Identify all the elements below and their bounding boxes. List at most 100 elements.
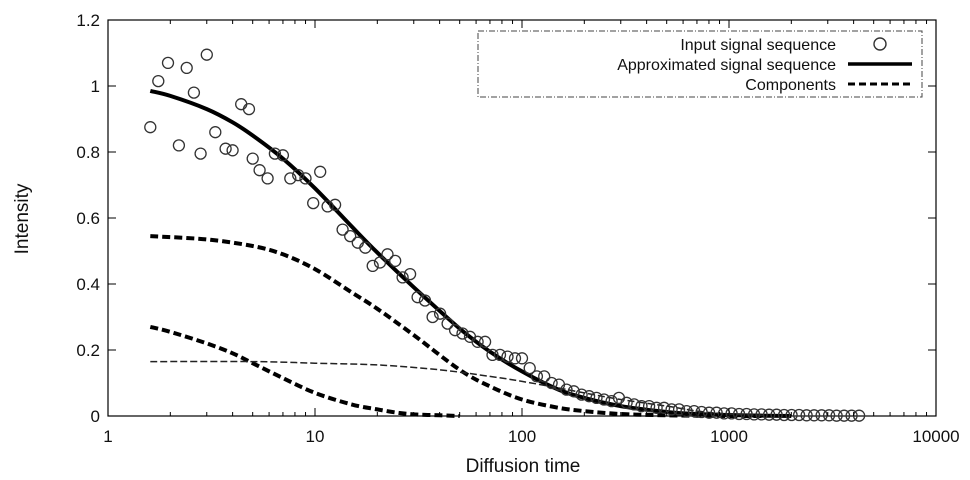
data-point-input (359, 241, 372, 254)
x-tick-label: 10 (306, 427, 325, 446)
data-point-input (695, 405, 708, 419)
data-point-input (665, 403, 678, 416)
data-point-input (187, 86, 201, 99)
y-tick-label: 0 (91, 407, 100, 426)
data-point-input (680, 404, 693, 418)
data-point-input (530, 370, 544, 383)
data-point-input (366, 259, 379, 273)
data-point-input (523, 361, 536, 375)
data-point-input (650, 401, 663, 414)
data-point-input (762, 408, 776, 421)
data-point-input (253, 164, 266, 177)
data-point-input (235, 98, 248, 111)
data-point-input (612, 391, 626, 405)
data-point-input (687, 404, 701, 418)
legend-label-approximated: Approximated signal sequence (617, 57, 836, 74)
component-line-thin (150, 360, 766, 417)
data-point-input (732, 407, 746, 421)
data-point-input (307, 196, 320, 210)
data-point-input (620, 396, 633, 409)
data-point-input (770, 408, 783, 421)
data-point-input (815, 409, 828, 422)
data-point-input (373, 256, 387, 269)
data-point-input (336, 223, 349, 236)
x-axis-label: Diffusion time (466, 456, 581, 477)
data-point-input (501, 350, 514, 363)
data-point-input (672, 403, 686, 416)
x-tick-label: 1000 (710, 427, 748, 446)
data-point-input (627, 398, 641, 411)
data-point-input (777, 408, 791, 422)
data-point-input (403, 267, 417, 281)
data-point-input (478, 335, 492, 348)
data-point-input (180, 61, 193, 75)
data-point-input (538, 370, 551, 383)
data-point-input (448, 324, 462, 337)
y-tick-label: 0.2 (76, 341, 100, 360)
data-point-input (508, 352, 522, 365)
data-point-input (292, 168, 305, 182)
data-point-input (441, 317, 454, 330)
data-point-input (493, 348, 507, 362)
data-point-input (161, 56, 175, 70)
data-point-input (657, 401, 671, 414)
data-point-input (246, 152, 259, 165)
y-tick-label: 1.2 (76, 11, 100, 30)
data-point-input (837, 409, 851, 422)
data-point-input (344, 229, 357, 243)
data-point-input (717, 407, 731, 420)
data-point-input (152, 74, 165, 88)
data-point-input (486, 348, 499, 362)
data-point-input (845, 409, 858, 422)
data-point-input (567, 385, 580, 398)
data-point-input (747, 408, 761, 421)
data-point-input (396, 271, 409, 284)
data-point-input (351, 236, 364, 249)
data-point-input (226, 144, 239, 157)
data-point-input (200, 48, 213, 61)
data-point-input (144, 121, 157, 134)
data-point-input (389, 254, 402, 268)
data-point-input (328, 198, 342, 211)
data-point-input (725, 407, 738, 420)
data-point-input (605, 394, 618, 408)
data-point-input (242, 102, 256, 116)
data-point-input (471, 335, 484, 348)
y-tick-label: 1 (91, 77, 100, 96)
data-point-input (433, 307, 447, 320)
x-tick-label: 10000 (912, 427, 959, 446)
legend-label-components: Components (745, 77, 836, 94)
data-point-input (792, 408, 806, 422)
data-point-input (299, 172, 312, 185)
data-point-input (381, 248, 394, 261)
data-point-input (807, 409, 821, 422)
data-point-input (830, 409, 843, 422)
component-line (149, 324, 460, 418)
data-point-input (314, 165, 327, 178)
data-point-input (261, 172, 274, 185)
data-point-input (785, 408, 798, 422)
data-point-input (642, 399, 656, 413)
data-point-input (702, 406, 716, 419)
data-point-input (822, 409, 836, 422)
legend-label-input: Input signal sequence (680, 37, 836, 54)
x-tick-label: 1 (103, 427, 112, 446)
data-point-input (560, 383, 573, 396)
data-point-input (418, 294, 432, 307)
y-axis-label: Intensity (12, 183, 33, 254)
data-point-input (194, 147, 207, 160)
data-point-input (268, 147, 282, 160)
data-point-input (635, 399, 648, 413)
legend: Input signal sequence Approximated signa… (477, 30, 923, 98)
y-tick-label: 0.4 (76, 275, 100, 294)
data-point-input (800, 409, 813, 422)
data-point-input (710, 406, 723, 419)
y-tick-label: 0.8 (76, 143, 100, 162)
data-point-input (456, 327, 469, 340)
data-point-input (276, 149, 290, 162)
data-point-input (597, 393, 611, 406)
data-point-input (426, 310, 439, 324)
data-point-input (515, 352, 529, 365)
legend-marker-input (873, 37, 887, 51)
